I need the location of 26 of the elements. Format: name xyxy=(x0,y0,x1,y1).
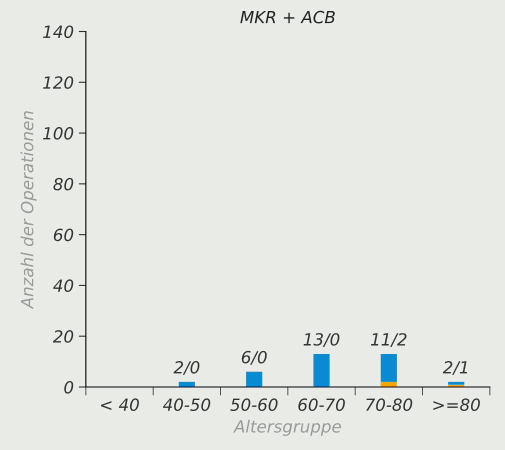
x-tick-label: 60-70 xyxy=(298,398,345,412)
total-label: 2/1 xyxy=(442,361,468,375)
x-axis-title: Altersgruppe xyxy=(233,420,341,436)
bar xyxy=(448,382,464,384)
chart-title: MKR + ACB xyxy=(240,10,335,24)
x-tick-label: 70-80 xyxy=(366,398,412,412)
y-tick-label: 80 xyxy=(53,178,74,190)
total-label: 11/2 xyxy=(370,333,407,347)
y-tick-label: 140 xyxy=(43,25,74,38)
x-tick-label: 50-60 xyxy=(230,398,278,412)
bar xyxy=(246,372,262,387)
y-tick-label: 100 xyxy=(43,127,74,140)
y-tick-label: 20 xyxy=(52,330,74,343)
total-label: 6/0 xyxy=(242,350,267,365)
y-tick-label: 0 xyxy=(64,380,74,394)
total-label: 2/0 xyxy=(174,361,200,375)
y-tick-label: 120 xyxy=(43,76,74,89)
y-axis-title: Anzahl der Operationen xyxy=(20,111,37,310)
y-tick-label: 60 xyxy=(54,228,74,242)
x-tick-label: 40-50 xyxy=(162,398,210,412)
x-tick-label: >=80 xyxy=(433,398,480,412)
y-tick-label: 40 xyxy=(53,279,74,292)
bar xyxy=(380,354,397,382)
bar xyxy=(313,354,330,387)
total-label: 13/0 xyxy=(304,333,340,347)
x-tick-label: < 40 xyxy=(101,398,139,412)
